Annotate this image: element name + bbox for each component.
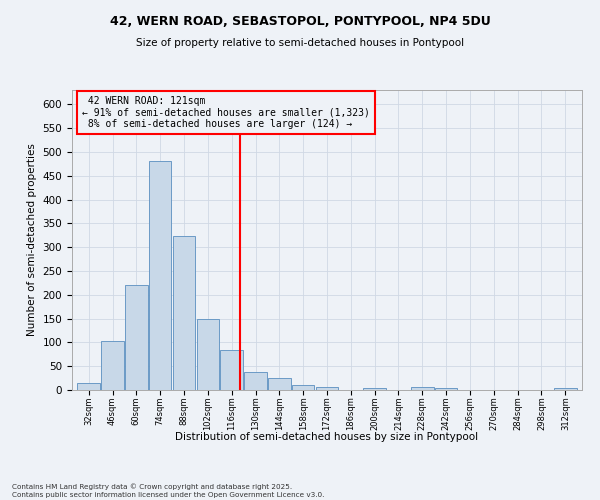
Bar — [101, 341, 124, 390]
Bar — [411, 387, 434, 390]
Bar — [125, 285, 148, 390]
Bar — [554, 388, 577, 390]
Text: Distribution of semi-detached houses by size in Pontypool: Distribution of semi-detached houses by … — [175, 432, 479, 442]
Bar — [197, 318, 219, 390]
Text: Size of property relative to semi-detached houses in Pontypool: Size of property relative to semi-detach… — [136, 38, 464, 48]
Bar — [220, 350, 243, 390]
Bar — [77, 383, 100, 390]
Bar — [435, 388, 457, 390]
Y-axis label: Number of semi-detached properties: Number of semi-detached properties — [27, 144, 37, 336]
Bar — [173, 236, 196, 390]
Bar — [149, 162, 172, 390]
Bar — [292, 385, 314, 390]
Text: 42 WERN ROAD: 121sqm
← 91% of semi-detached houses are smaller (1,323)
 8% of se: 42 WERN ROAD: 121sqm ← 91% of semi-detac… — [82, 96, 370, 129]
Bar — [268, 378, 290, 390]
Bar — [364, 388, 386, 390]
Text: Contains HM Land Registry data © Crown copyright and database right 2025.
Contai: Contains HM Land Registry data © Crown c… — [12, 484, 325, 498]
Bar — [244, 372, 267, 390]
Text: 42, WERN ROAD, SEBASTOPOL, PONTYPOOL, NP4 5DU: 42, WERN ROAD, SEBASTOPOL, PONTYPOOL, NP… — [110, 15, 490, 28]
Bar — [316, 386, 338, 390]
